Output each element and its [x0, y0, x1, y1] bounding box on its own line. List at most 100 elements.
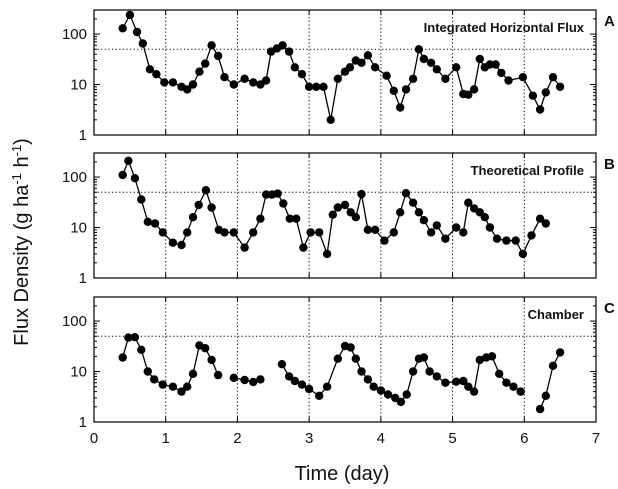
data-point [304, 384, 314, 394]
data-point [396, 397, 406, 407]
data-point [363, 225, 373, 234]
data-point [152, 70, 161, 79]
data-point [396, 208, 405, 217]
data-point [322, 249, 332, 259]
data-point [256, 214, 265, 223]
panel-a: 1 10 100 Integrated Horizontal Flux A [62, 9, 615, 144]
data-point [315, 391, 324, 400]
data-point [143, 367, 152, 376]
data-point [292, 214, 301, 223]
data-point [452, 377, 461, 386]
data-point [452, 223, 461, 232]
data-point [516, 387, 525, 396]
data-point [495, 369, 504, 378]
data-point [177, 387, 186, 396]
series-line [539, 352, 561, 410]
plot-frame [93, 9, 597, 136]
data-point [502, 236, 511, 245]
data-point [168, 78, 178, 87]
data-point [370, 63, 380, 72]
data-point [376, 386, 386, 395]
data-point [315, 228, 324, 237]
data-point [426, 58, 436, 67]
y-axis-label-sup2: -1 [9, 145, 24, 157]
data-point [290, 63, 299, 72]
data-point [207, 41, 216, 50]
data-point [402, 390, 411, 399]
data-point [137, 195, 146, 204]
panel-title: Theoretical Profile [471, 163, 584, 178]
data-point [346, 343, 355, 352]
data-point [464, 90, 473, 99]
data-point [278, 41, 287, 50]
data-point [511, 236, 520, 245]
data-point [380, 236, 389, 245]
data-point [333, 354, 342, 363]
data-point [118, 24, 127, 33]
data-point [401, 85, 411, 94]
data-point [297, 380, 307, 389]
data-point [160, 78, 169, 87]
data-point [432, 65, 441, 74]
data-point [541, 391, 550, 400]
data-point [188, 213, 198, 222]
data-point [285, 214, 294, 223]
x-tick-label: 4 [377, 430, 385, 447]
data-point [369, 382, 378, 391]
data-point [158, 228, 167, 237]
y-tick-label: 100 [62, 26, 87, 43]
x-tick-label: 2 [233, 430, 241, 447]
data-point [322, 382, 332, 391]
data-point [426, 228, 436, 237]
data-point [183, 228, 192, 237]
data-point [475, 355, 484, 365]
data-point [229, 373, 238, 382]
data-point [518, 249, 528, 259]
data-point [201, 186, 211, 195]
data-point [389, 228, 398, 237]
data-point [535, 105, 545, 114]
y-tick-label: 100 [62, 313, 87, 330]
data-point [535, 404, 545, 414]
data-point [201, 59, 210, 68]
data-point [240, 375, 249, 385]
data-point [279, 199, 288, 208]
data-point [475, 54, 484, 64]
data-point [229, 80, 238, 89]
data-point [502, 378, 511, 387]
y-tick-label: 100 [62, 169, 87, 186]
panel-letter: A [604, 13, 615, 30]
data-point [118, 353, 127, 362]
data-point [277, 360, 287, 369]
data-point [118, 170, 127, 180]
data-point [333, 74, 342, 84]
data-point [464, 382, 473, 391]
panel-letter: B [604, 156, 615, 173]
data-point [249, 377, 258, 387]
data-point [487, 352, 497, 361]
data-point [213, 51, 223, 61]
data-point [528, 91, 538, 100]
data-point [284, 372, 294, 381]
data-point [555, 82, 565, 92]
y-axis-label-mid: h [11, 156, 33, 173]
data-point [459, 376, 468, 386]
data-point [389, 86, 398, 96]
data-point [351, 213, 360, 222]
data-point [396, 103, 405, 112]
data-point [240, 74, 249, 84]
y-tick-label: 10 [70, 220, 87, 237]
y-tick-label: 1 [79, 270, 87, 287]
panel-b: 1 10 100 Theoretical Profile B [62, 152, 615, 287]
panel-title: Chamber [528, 307, 584, 322]
x-tick-label: 1 [162, 430, 170, 447]
data-point [306, 228, 315, 237]
data-point [357, 189, 366, 199]
data-point [207, 355, 216, 365]
x-tick-label: 5 [448, 430, 456, 447]
data-point [290, 376, 299, 386]
y-tick-label: 1 [79, 127, 87, 144]
data-point [213, 370, 223, 380]
